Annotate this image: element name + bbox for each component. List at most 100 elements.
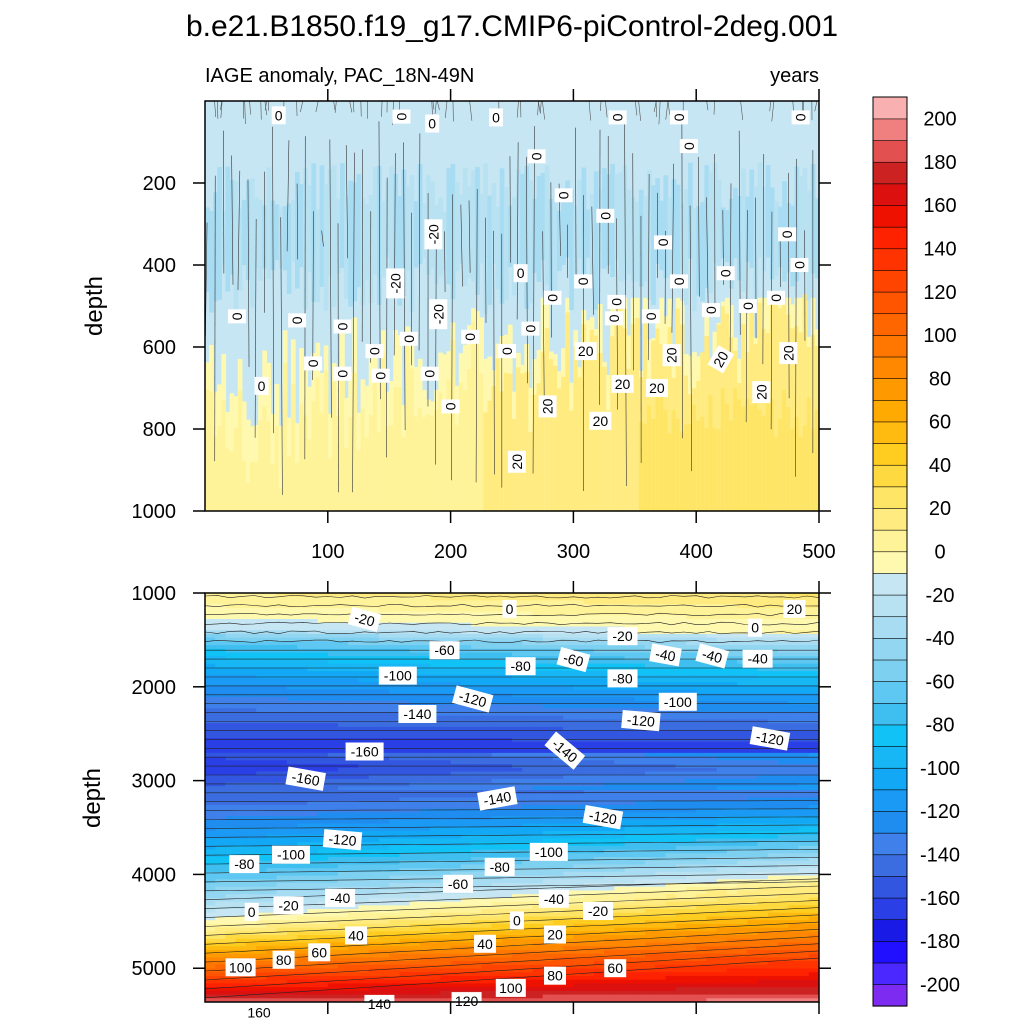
lower-field-cell — [368, 927, 380, 932]
upper-band-deepest — [802, 425, 808, 511]
contour-label-box — [596, 208, 615, 223]
lower-field-cell — [215, 957, 227, 962]
lower-field-cell — [389, 856, 401, 862]
lower-field-cell — [409, 983, 421, 988]
lower-field-cell — [471, 596, 482, 602]
lower-field-cell — [317, 652, 329, 657]
lower-field-cell — [317, 711, 329, 717]
lower-field-cell — [225, 652, 237, 657]
lower-field-cell — [235, 689, 247, 694]
lower-field-cell — [256, 778, 267, 784]
lower-field-cell — [327, 916, 339, 921]
contour-label-text: 20 — [593, 413, 609, 429]
lower-field-cell — [512, 927, 523, 932]
lower-field-cell — [276, 626, 288, 631]
lower-field-cell — [583, 786, 595, 791]
lower-field-cell — [297, 593, 308, 598]
lower-field-cell — [245, 920, 257, 925]
lower-field-cell — [583, 853, 595, 858]
lower-field-cell — [583, 778, 595, 784]
lower-field-cell — [215, 793, 227, 799]
lower-field-cell — [256, 633, 267, 639]
lower-field-cell — [481, 931, 493, 936]
lower-field-cell — [225, 797, 237, 802]
lower-field-cell — [266, 778, 278, 784]
lower-field-cell — [471, 886, 482, 892]
lower-field-cell — [532, 797, 544, 802]
upper-band-midwater — [614, 173, 620, 259]
upper-plot-frame — [204, 100, 820, 512]
lower-field-cell — [245, 760, 257, 765]
lower-field-cell — [266, 961, 278, 966]
lower-field-cell — [501, 645, 513, 650]
lower-field-cell — [399, 920, 411, 925]
lower-field-cell — [225, 604, 237, 609]
lower-field-cell — [573, 830, 585, 836]
lower-field-cell — [327, 957, 339, 962]
contour-label-text: 0 — [791, 261, 807, 269]
lower-field-cell — [399, 652, 411, 657]
lower-field-cell — [348, 596, 360, 602]
lower-field-cell — [460, 845, 472, 851]
lower-field-cell — [460, 894, 472, 899]
lower-field-cell — [450, 708, 462, 713]
upper-contour-line — [599, 101, 602, 111]
lower-field-cell — [276, 946, 288, 951]
lower-field-cell — [256, 905, 267, 910]
lower-field-cell — [358, 916, 370, 921]
lower-field-cell — [358, 894, 370, 899]
lower-field-cell — [399, 604, 411, 609]
lower-field-cell — [552, 596, 564, 602]
lower-field-cell — [317, 830, 329, 836]
lower-field-cell — [430, 671, 441, 676]
lower-field-cell — [317, 990, 329, 996]
upper-band-midwater — [675, 184, 681, 282]
contour-label-box — [574, 342, 597, 361]
lower-field-cell — [256, 957, 267, 962]
lower-field-cell — [317, 931, 329, 936]
lower-field-cell — [215, 909, 227, 914]
lower-field-cell — [378, 987, 390, 992]
lower-field-cell — [215, 778, 227, 784]
lower-field-cell — [245, 700, 257, 706]
lower-field-cell — [542, 994, 554, 999]
lower-field-cell — [358, 723, 370, 728]
upper-contour-line — [334, 101, 337, 113]
lower-field-cell — [256, 853, 267, 858]
lower-field-cell — [368, 920, 380, 925]
contour-label-text: 0 — [681, 142, 697, 150]
lower-field-cell — [409, 845, 421, 851]
lower-field-cell — [552, 630, 564, 635]
lower-field-cell — [235, 923, 247, 929]
upper-band-midwater — [557, 210, 562, 272]
lower-field-cell — [215, 868, 227, 873]
lower-field-cell — [266, 923, 278, 929]
lower-field-cell — [573, 604, 585, 609]
upper-band-midwater — [413, 201, 419, 268]
lower-field-cell — [522, 912, 534, 918]
lower-field-cell — [256, 656, 267, 661]
lower-field-cell — [563, 704, 574, 709]
lower-field-cell — [245, 816, 257, 821]
lower-field-cell — [563, 830, 574, 836]
lower-field-cell — [245, 659, 257, 665]
lower-field-cell — [532, 682, 544, 687]
lower-field-cell — [460, 778, 472, 784]
upper-band-midwater — [802, 167, 808, 273]
lower-field-cell — [491, 641, 503, 646]
contour-label-text: 0 — [462, 333, 478, 341]
upper-band-deepest — [753, 397, 759, 511]
lower-field-cell — [389, 879, 401, 884]
lower-field-cell — [348, 998, 360, 1002]
lower-field-cell — [327, 738, 339, 743]
lower-field-cell — [215, 704, 227, 709]
lower-field-cell — [378, 838, 390, 843]
lower-field-cell — [491, 972, 503, 977]
lower-field-cell — [440, 871, 452, 877]
lower-field-cell — [215, 711, 227, 717]
lower-field-cell — [542, 752, 554, 758]
lower-field-cell — [286, 998, 298, 1002]
lower-field-cell — [358, 693, 370, 698]
lower-field-cell — [266, 957, 278, 962]
lower-field-cell — [552, 619, 564, 624]
